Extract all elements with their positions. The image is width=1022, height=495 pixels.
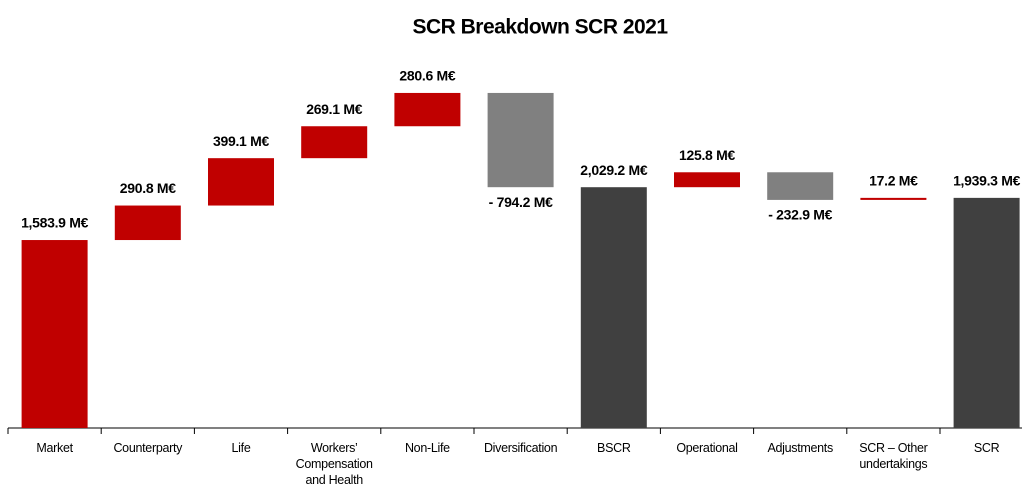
- bar: [580, 187, 647, 428]
- chart-title: SCR Breakdown SCR 2021: [412, 16, 668, 39]
- value-label: 17.2 M€: [869, 173, 918, 189]
- bar: [301, 126, 368, 159]
- x-tick-label: SCR: [973, 441, 1000, 455]
- x-tick-label: Counterparty: [113, 441, 183, 455]
- bar: [860, 197, 927, 200]
- x-tick-label: Market: [36, 441, 73, 455]
- value-label: 290.8 M€: [120, 180, 176, 196]
- value-label: 280.6 M€: [399, 68, 455, 84]
- bar: [114, 205, 181, 241]
- bar: [208, 158, 274, 206]
- bar: [674, 172, 740, 188]
- value-label: 125.8 M€: [679, 147, 735, 163]
- bar: [394, 92, 461, 127]
- value-label: 1,583.9 M€: [21, 215, 89, 231]
- value-label: 399.1 M€: [213, 133, 269, 149]
- value-label: 2,029.2 M€: [580, 162, 648, 178]
- x-tick-label: Adjustments: [767, 441, 833, 455]
- x-tick-label: SCR – Other undertakings: [859, 441, 928, 471]
- x-tick-label: Life: [231, 441, 251, 455]
- bar: [21, 240, 88, 428]
- bar: [767, 172, 834, 200]
- x-tick-label: Workers’ Compensation and Health: [295, 441, 373, 487]
- x-tick-label: BSCR: [597, 441, 631, 455]
- bar: [487, 92, 554, 188]
- value-label: - 794.2 M€: [489, 194, 553, 210]
- value-label: 1,939.3 M€: [953, 173, 1021, 189]
- bar: [953, 197, 1020, 428]
- value-label: 269.1 M€: [306, 101, 362, 117]
- x-tick-label: Non-Life: [404, 441, 450, 455]
- x-tick-label: Operational: [676, 441, 738, 455]
- value-label: - 232.9 M€: [768, 207, 832, 223]
- x-tick-label: Diversification: [483, 441, 558, 455]
